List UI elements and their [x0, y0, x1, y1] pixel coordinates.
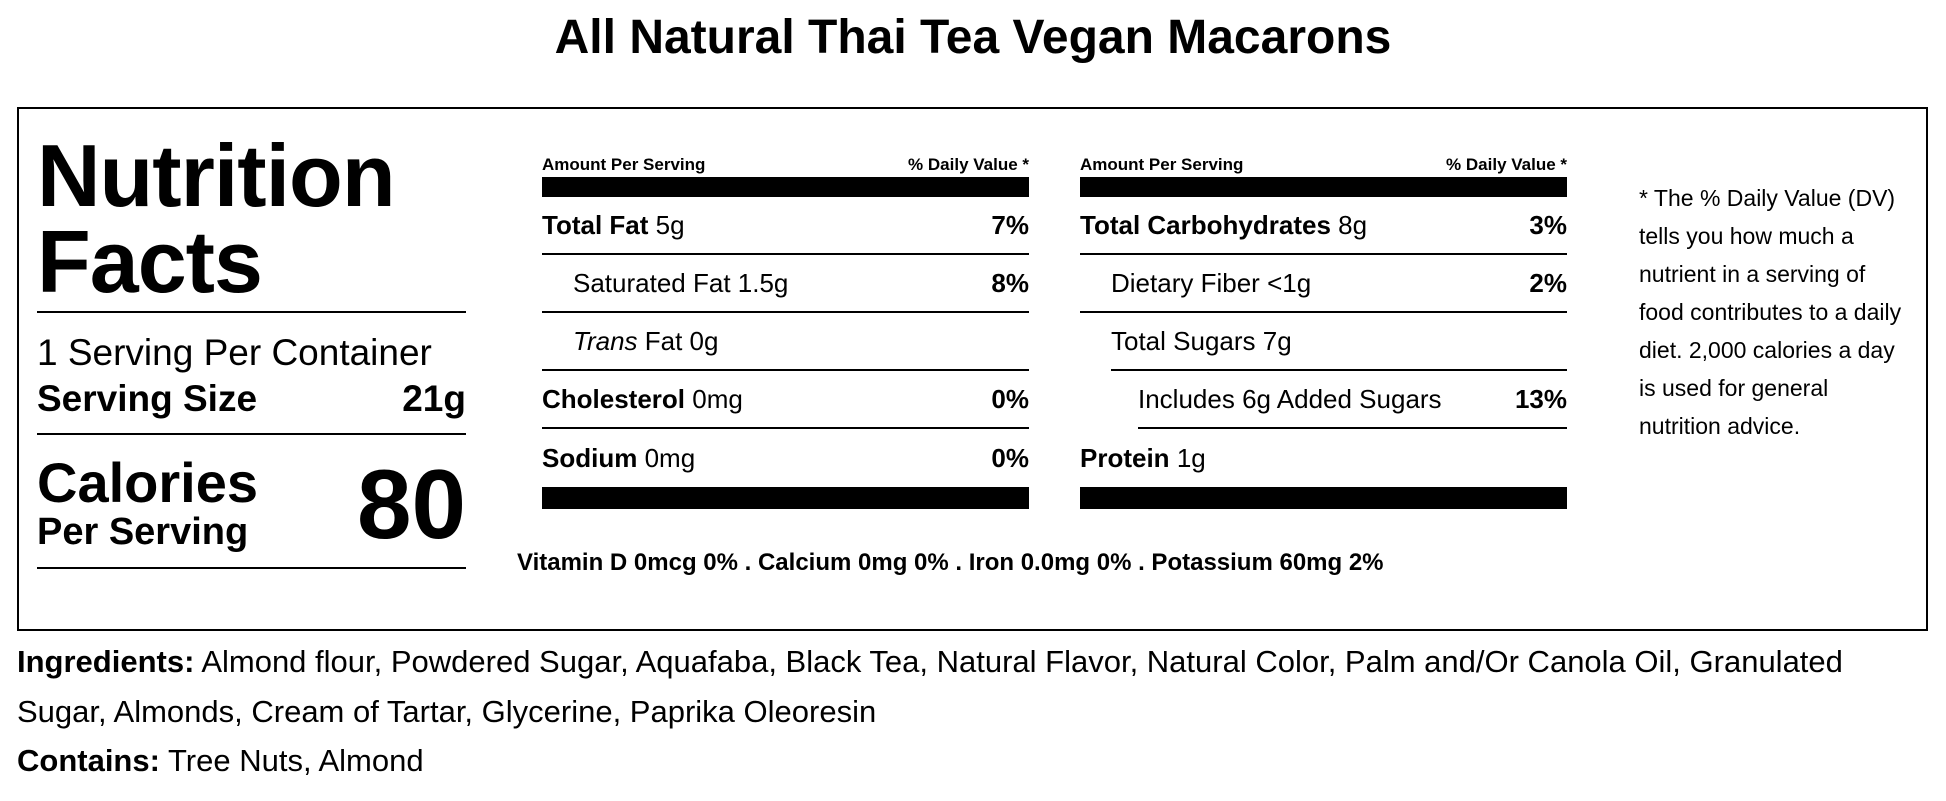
nutrient-column-1: Amount Per Serving % Daily Value * Total…: [542, 155, 1029, 509]
ingredients-text: Almond flour, Powdered Sugar, Aquafaba, …: [17, 644, 1843, 729]
serving-size-row: Serving Size 21g: [37, 375, 466, 435]
nutrient-row-sodium: Sodium 0mg 0%: [542, 429, 1029, 487]
thick-divider: [542, 487, 1029, 509]
divider: [37, 311, 466, 313]
contains-label: Contains:: [17, 743, 160, 778]
nutrient-column-2: Amount Per Serving % Daily Value * Total…: [1080, 155, 1567, 509]
nutrient-amount: 0mg: [644, 442, 696, 473]
calories-value: 80: [356, 449, 466, 559]
thick-divider: [1080, 487, 1567, 509]
amount-per-serving-header: Amount Per Serving: [542, 155, 706, 174]
column-header: Amount Per Serving % Daily Value *: [542, 155, 1029, 177]
nutrient-name: Total Carbohydrates: [1080, 209, 1331, 240]
nutrient-dv: 0%: [991, 383, 1029, 414]
daily-value-header: % Daily Value *: [1446, 155, 1567, 174]
nutrient-amount: 8g: [1338, 209, 1368, 240]
nutrient-row-total-carbohydrates: Total Carbohydrates 8g 3%: [1080, 197, 1567, 255]
product-title: All Natural Thai Tea Vegan Macarons: [554, 11, 1392, 64]
nutrient-amount: 0mg: [692, 383, 743, 414]
calories-label: Calories: [37, 451, 258, 514]
vitamins-minerals-line: Vitamin D 0mcg 0% . Calcium 0mg 0% . Iro…: [517, 549, 1384, 576]
nutrient-amount: 1g: [1176, 442, 1206, 473]
ingredients-statement: Ingredients: Almond flour, Powdered Suga…: [17, 637, 1928, 737]
nutrient-row-added-sugars: Includes 6g Added Sugars 13%: [1138, 371, 1567, 429]
nutrient-amount: 5g: [655, 209, 685, 240]
nutrient-name: Cholesterol: [542, 383, 686, 414]
nutrient-name: Trans: [573, 325, 638, 356]
nutrient-amount: <1g: [1267, 267, 1312, 298]
nutrient-row-saturated-fat: Saturated Fat 1.5g 8%: [542, 255, 1029, 313]
nutrient-amount: 7g: [1262, 325, 1292, 356]
nutrient-dv: 0%: [991, 442, 1029, 473]
nutrient-name: Dietary Fiber: [1111, 267, 1260, 298]
daily-value-footnote: * The % Daily Value (DV) tells you how m…: [1639, 185, 1902, 439]
nutrient-row-cholesterol: Cholesterol 0mg 0%: [542, 371, 1029, 429]
nutrient-amount: Fat 0g: [644, 325, 719, 356]
nutrient-name: Total Fat: [542, 209, 649, 240]
heading-line-2: Facts: [37, 212, 263, 311]
nutrient-dv: 3%: [1529, 209, 1567, 240]
heading-line-1: Nutrition: [37, 126, 396, 225]
nutrient-name: Sodium: [542, 442, 638, 473]
calories-sub-label: Per Serving: [37, 511, 249, 553]
allergen-statement: Contains: Tree Nuts, Almond: [17, 736, 424, 786]
nutrient-dv: 2%: [1529, 267, 1567, 298]
nutrient-row-total-fat: Total Fat 5g 7%: [542, 197, 1029, 255]
nutrient-name: Saturated Fat: [573, 267, 731, 298]
servings-per-container: 1 Serving Per Container: [37, 332, 432, 373]
serving-size-value: 21g: [402, 378, 466, 419]
nutrient-row-protein: Protein 1g: [1080, 429, 1567, 487]
nutrition-summary: Nutrition Facts 1 Serving Per Container …: [37, 127, 466, 569]
contains-text: Tree Nuts, Almond: [168, 743, 424, 778]
thick-divider: [1080, 177, 1567, 197]
nutrient-row-dietary-fiber: Dietary Fiber <1g 2%: [1080, 255, 1567, 313]
nutrient-amount: 1.5g: [737, 267, 789, 298]
nutrition-facts-panel: Nutrition Facts 1 Serving Per Container …: [17, 107, 1928, 631]
daily-value-header: % Daily Value *: [908, 155, 1029, 174]
serving-size-label: Serving Size: [37, 378, 258, 419]
nutrient-name: Total Sugars: [1111, 325, 1256, 356]
column-header: Amount Per Serving % Daily Value *: [1080, 155, 1567, 177]
nutrient-dv: 7%: [991, 209, 1029, 240]
nutrient-dv: 13%: [1514, 383, 1567, 414]
ingredients-label: Ingredients:: [17, 644, 195, 679]
nutrient-row-total-sugars: Total Sugars 7g: [1111, 313, 1567, 371]
calories-row: Calories Per Serving 80: [37, 435, 466, 569]
nutrient-dv: 8%: [991, 267, 1029, 298]
nutrient-name: Protein: [1080, 442, 1170, 473]
nutrient-row-trans-fat: Trans Fat 0g: [542, 313, 1029, 371]
amount-per-serving-header: Amount Per Serving: [1080, 155, 1244, 174]
nutrient-name: Includes 6g Added Sugars: [1138, 383, 1442, 414]
nutrition-facts-heading: Nutrition Facts: [37, 126, 466, 311]
thick-divider: [542, 177, 1029, 197]
